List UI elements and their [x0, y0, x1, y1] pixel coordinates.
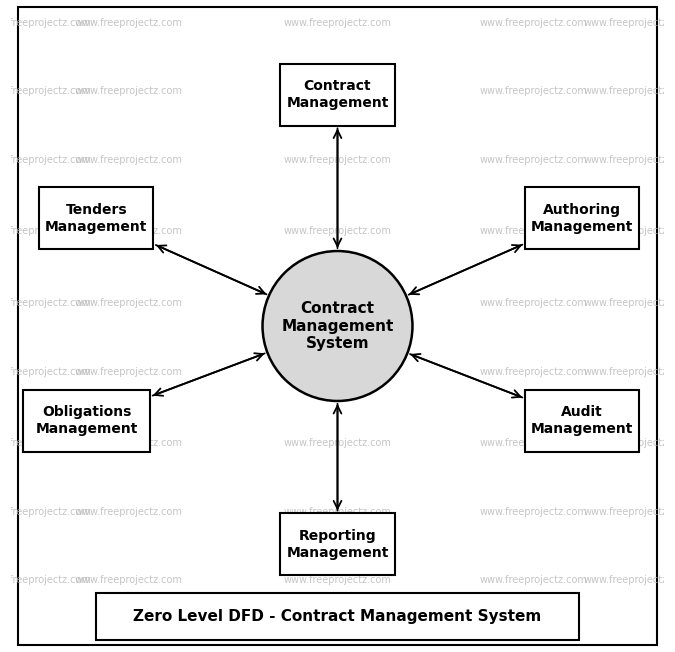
Text: www.freeprojectz.com: www.freeprojectz.com — [75, 226, 183, 237]
Text: www.freeprojectz.com: www.freeprojectz.com — [0, 155, 92, 165]
Bar — [525, 389, 639, 451]
Text: www.freeprojectz.com: www.freeprojectz.com — [284, 18, 392, 28]
Text: www.freeprojectz.com: www.freeprojectz.com — [479, 155, 587, 165]
Text: Authoring
Management: Authoring Management — [531, 203, 633, 233]
Text: www.freeprojectz.com: www.freeprojectz.com — [479, 18, 587, 28]
Text: Tenders
Management: Tenders Management — [45, 203, 147, 233]
Text: Contract
Management
System: Contract Management System — [281, 301, 394, 351]
Text: www.freeprojectz.com: www.freeprojectz.com — [583, 438, 675, 449]
Text: www.freeprojectz.com: www.freeprojectz.com — [0, 18, 92, 28]
Bar — [97, 593, 578, 640]
Text: www.freeprojectz.com: www.freeprojectz.com — [479, 226, 587, 237]
Text: www.freeprojectz.com: www.freeprojectz.com — [479, 575, 587, 585]
Text: www.freeprojectz.com: www.freeprojectz.com — [284, 366, 392, 377]
Text: www.freeprojectz.com: www.freeprojectz.com — [0, 575, 92, 585]
Bar — [39, 188, 153, 249]
Text: www.freeprojectz.com: www.freeprojectz.com — [583, 575, 675, 585]
Bar — [280, 514, 395, 575]
Text: www.freeprojectz.com: www.freeprojectz.com — [0, 438, 92, 449]
Text: www.freeprojectz.com: www.freeprojectz.com — [284, 86, 392, 96]
Text: www.freeprojectz.com: www.freeprojectz.com — [75, 86, 183, 96]
Text: www.freeprojectz.com: www.freeprojectz.com — [583, 155, 675, 165]
Text: www.freeprojectz.com: www.freeprojectz.com — [583, 298, 675, 308]
Text: www.freeprojectz.com: www.freeprojectz.com — [583, 507, 675, 517]
Text: www.freeprojectz.com: www.freeprojectz.com — [479, 438, 587, 449]
Text: www.freeprojectz.com: www.freeprojectz.com — [75, 438, 183, 449]
Text: www.freeprojectz.com: www.freeprojectz.com — [75, 366, 183, 377]
Text: www.freeprojectz.com: www.freeprojectz.com — [0, 507, 92, 517]
Text: www.freeprojectz.com: www.freeprojectz.com — [284, 226, 392, 237]
Text: www.freeprojectz.com: www.freeprojectz.com — [75, 507, 183, 517]
Bar — [280, 64, 395, 125]
Text: www.freeprojectz.com: www.freeprojectz.com — [284, 298, 392, 308]
Circle shape — [263, 251, 412, 401]
Text: www.freeprojectz.com: www.freeprojectz.com — [0, 298, 92, 308]
Text: www.freeprojectz.com: www.freeprojectz.com — [479, 298, 587, 308]
Text: www.freeprojectz.com: www.freeprojectz.com — [284, 575, 392, 585]
Text: www.freeprojectz.com: www.freeprojectz.com — [583, 226, 675, 237]
Text: www.freeprojectz.com: www.freeprojectz.com — [75, 298, 183, 308]
Text: www.freeprojectz.com: www.freeprojectz.com — [284, 507, 392, 517]
Text: Contract
Management: Contract Management — [286, 80, 389, 110]
Text: www.freeprojectz.com: www.freeprojectz.com — [583, 86, 675, 96]
Text: www.freeprojectz.com: www.freeprojectz.com — [0, 86, 92, 96]
Text: www.freeprojectz.com: www.freeprojectz.com — [583, 366, 675, 377]
Text: www.freeprojectz.com: www.freeprojectz.com — [284, 438, 392, 449]
Text: www.freeprojectz.com: www.freeprojectz.com — [284, 155, 392, 165]
Bar — [525, 188, 639, 249]
Text: www.freeprojectz.com: www.freeprojectz.com — [75, 575, 183, 585]
Text: Reporting
Management: Reporting Management — [286, 529, 389, 559]
Text: www.freeprojectz.com: www.freeprojectz.com — [583, 18, 675, 28]
Text: www.freeprojectz.com: www.freeprojectz.com — [479, 507, 587, 517]
Text: Zero Level DFD - Contract Management System: Zero Level DFD - Contract Management Sys… — [134, 608, 541, 624]
Text: www.freeprojectz.com: www.freeprojectz.com — [75, 155, 183, 165]
Text: Audit
Management: Audit Management — [531, 406, 633, 436]
Text: www.freeprojectz.com: www.freeprojectz.com — [0, 226, 92, 237]
Text: www.freeprojectz.com: www.freeprojectz.com — [75, 18, 183, 28]
Text: www.freeprojectz.com: www.freeprojectz.com — [479, 86, 587, 96]
Text: Obligations
Management: Obligations Management — [35, 406, 138, 436]
Bar — [23, 389, 150, 451]
Text: www.freeprojectz.com: www.freeprojectz.com — [479, 366, 587, 377]
Text: www.freeprojectz.com: www.freeprojectz.com — [0, 366, 92, 377]
